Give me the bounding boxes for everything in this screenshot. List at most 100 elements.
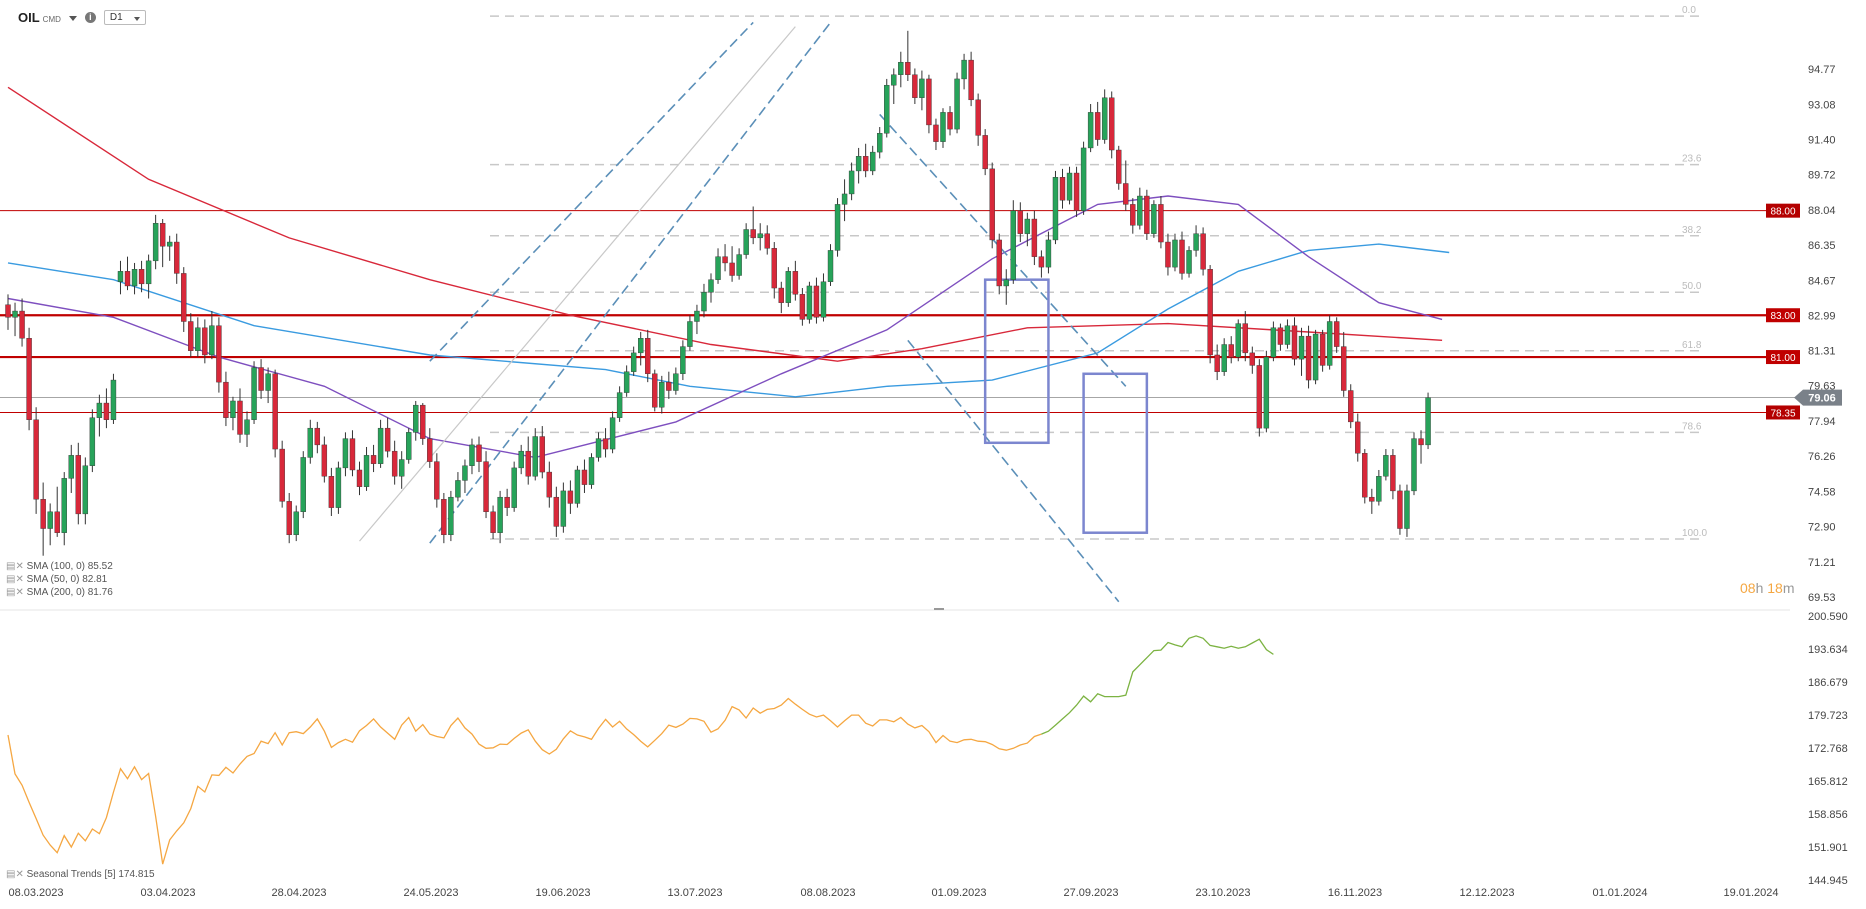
price-tick-label: 82.99	[1808, 310, 1836, 322]
symbol-name[interactable]: OIL	[18, 9, 40, 25]
candle	[750, 206, 756, 245]
candle	[919, 70, 925, 111]
candle	[476, 436, 482, 473]
candle	[869, 145, 876, 176]
candle-body	[616, 392, 623, 418]
candle	[1333, 317, 1340, 353]
candle-body	[813, 285, 820, 318]
candle-body	[1010, 210, 1016, 280]
seasonal-label: Seasonal Trends	[26, 869, 102, 880]
price-level-label: 83.00	[1770, 311, 1795, 322]
candle-body	[504, 496, 510, 508]
candle	[947, 106, 953, 136]
fib-level-label: 50.0	[1682, 281, 1702, 292]
candle	[1404, 484, 1410, 537]
candle	[188, 313, 194, 358]
candle	[1024, 212, 1031, 247]
candle-body	[1214, 354, 1220, 372]
seasonal-tick-label: 179.723	[1808, 710, 1848, 722]
candle-body	[265, 373, 271, 391]
seasonal-legend[interactable]: ▤✕ Seasonal Trends [5] 174.815	[6, 869, 155, 880]
countdown-h-unit: h	[1755, 580, 1764, 596]
candle	[293, 505, 299, 542]
price-tick-label: 69.53	[1808, 592, 1836, 604]
candle-body	[933, 124, 939, 142]
candle	[623, 365, 630, 397]
candle-body	[1305, 335, 1312, 381]
seasonal-tick-label: 186.679	[1808, 677, 1848, 689]
candle	[286, 492, 292, 544]
legend-icon[interactable]: ▤✕	[6, 561, 24, 572]
candle	[209, 311, 215, 360]
candle	[223, 371, 229, 427]
candle-body	[68, 455, 74, 479]
candle	[1298, 327, 1305, 376]
candle-body	[869, 151, 876, 172]
legend-row[interactable]: ▤✕ SMA (50, 0) 82.81	[6, 573, 113, 586]
trend-channel-line	[879, 113, 1127, 387]
legend-row[interactable]: ▤✕ SMA (100, 0) 85.52	[6, 560, 113, 573]
symbol-dropdown-icon[interactable]	[68, 15, 77, 21]
legend-icon[interactable]: ▤✕	[6, 869, 24, 880]
candle-body	[434, 461, 440, 500]
candle	[216, 317, 222, 393]
candle	[1109, 91, 1115, 159]
candle-body	[1003, 279, 1009, 287]
candle-body	[1200, 233, 1206, 270]
price-level-label: 88.00	[1770, 207, 1795, 218]
legend-icon[interactable]: ▤✕	[6, 587, 24, 598]
candle-body	[1355, 421, 1361, 454]
candle-body	[1390, 455, 1396, 492]
candle	[356, 461, 363, 496]
candle	[1214, 344, 1220, 381]
candle-body	[82, 465, 89, 515]
candle	[413, 400, 419, 441]
candle	[799, 288, 806, 326]
candle-body	[574, 469, 581, 504]
date-tick-label: 19.01.2024	[1723, 887, 1778, 899]
candle	[757, 223, 763, 251]
candle-body	[764, 233, 770, 249]
candle	[1362, 449, 1368, 504]
candle-body	[947, 112, 953, 130]
candle-body	[1242, 323, 1248, 354]
candle	[1179, 231, 1185, 280]
timeframe-select[interactable]: D1	[103, 9, 146, 25]
horizontal-levels: 88.00 83.00 81.00 78.35 79.06	[0, 203, 1842, 420]
candle-body	[230, 400, 236, 418]
candle	[1130, 198, 1136, 234]
candle	[652, 369, 658, 412]
candle	[1144, 189, 1150, 240]
candle	[1200, 227, 1206, 276]
legend-row[interactable]: ▤✕ SMA (200, 0) 81.76	[6, 586, 113, 599]
candle	[511, 461, 517, 512]
candle-body	[715, 256, 721, 280]
candle	[1094, 101, 1101, 146]
seasonal-chart: 200.590 193.634 186.679 179.723 172.768 165.8…	[7, 611, 1848, 887]
fib-level-label: 23.6	[1682, 154, 1702, 165]
candle	[195, 317, 201, 358]
candle	[131, 262, 138, 295]
candle-body	[841, 193, 848, 205]
candle-body	[202, 327, 208, 356]
candle	[279, 440, 285, 508]
info-icon[interactable]: i	[84, 11, 96, 23]
candle	[377, 419, 384, 468]
legend-icon[interactable]: ▤✕	[6, 574, 24, 585]
candle-body	[237, 400, 243, 435]
candle	[694, 304, 700, 335]
candle-body	[912, 74, 918, 98]
date-tick-label: 01.01.2024	[1592, 887, 1647, 899]
candle	[124, 256, 131, 291]
candle	[230, 396, 236, 431]
candle-body	[75, 455, 82, 515]
candle	[1066, 166, 1073, 205]
seasonal-tick-label: 144.945	[1808, 875, 1848, 887]
candle-body	[5, 304, 11, 318]
candle	[138, 260, 145, 293]
candle	[912, 68, 918, 105]
price-tick-label: 76.26	[1808, 451, 1836, 463]
candle	[1073, 166, 1080, 217]
candle-body	[223, 381, 229, 418]
